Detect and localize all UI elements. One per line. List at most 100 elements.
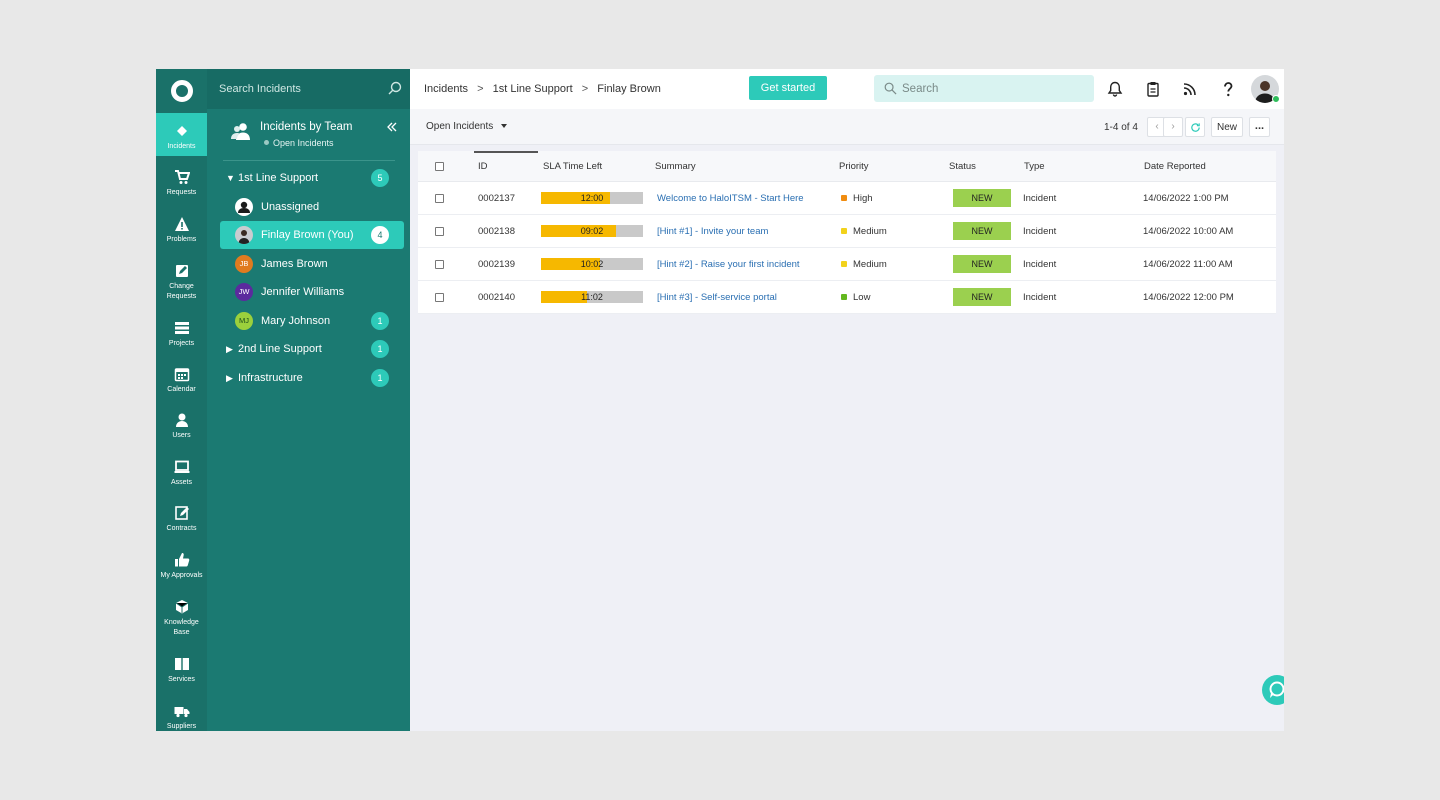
sla-time: 12:00 [580,193,604,203]
priority-cell: Medium [841,259,887,270]
rail-item-contracts[interactable]: Contracts [156,505,207,534]
incident-summary-link[interactable]: [Hint #1] - Invite your team [657,226,769,237]
breadcrumb-incidents[interactable]: Incidents [424,83,469,95]
initials-avatar: JW [235,283,253,301]
select-all-checkbox[interactable] [435,162,444,171]
count-badge: 1 [371,340,389,358]
rail-item-change-requests[interactable]: Change Requests [156,263,207,302]
rail-item-problems[interactable]: Problems [156,216,207,245]
rail-label: Projects [168,340,195,347]
collapse-panel-icon[interactable] [386,121,398,133]
sla-bar: 11:02 [541,291,643,303]
rail-item-services[interactable]: Services [156,656,207,685]
breadcrumb-finlay-brown[interactable]: Finlay Brown [597,83,661,95]
column-header-sla[interactable]: SLA Time Left [543,161,603,172]
tree-agent-jennifer-williams[interactable]: JW Jennifer Williams [220,278,404,306]
chat-icon [1269,681,1284,698]
main-content: Incidents > 1st Line Support > Finlay Br… [410,69,1284,731]
incident-summary-link[interactable]: [Hint #3] - Self-service portal [657,292,777,303]
view-selector[interactable]: Open Incidents [426,121,508,132]
tree-team-1st-line-support[interactable]: ▼ 1st Line Support 5 [220,164,404,192]
incident-summary-link[interactable]: [Hint #2] - Raise your first incident [657,259,800,270]
status-badge: NEW [953,288,1011,306]
rail-item-calendar[interactable]: Calendar [156,366,207,395]
incident-type: Incident [1023,226,1057,237]
search-icon [884,82,897,95]
get-started-button[interactable]: Get started [749,76,827,100]
rail-item-assets[interactable]: Assets [156,459,207,488]
tree-team-2nd-line-support[interactable]: ▶ 2nd Line Support 1 [220,335,404,363]
tree-team-infrastructure[interactable]: ▶ Infrastructure 1 [220,364,404,392]
user-avatar[interactable] [1251,75,1279,103]
column-header-status[interactable]: Status [949,161,976,172]
rail-item-my-approvals[interactable]: My Approvals [156,552,207,581]
sla-bar: 12:00 [541,192,643,204]
refresh-button[interactable] [1185,117,1205,137]
tree-agent-mary-johnson[interactable]: MJ Mary Johnson 1 [220,307,404,335]
new-incident-button[interactable]: New [1211,117,1243,137]
sla-bar-fill [541,291,587,303]
rail-label: Users [172,432,191,439]
view-selector-label: Open Incidents [426,121,494,132]
table-row[interactable]: 0002140 11:02 [Hint #3] - Self-service p… [418,281,1276,314]
team-panel-header: Incidents by Team Open Incidents [207,109,410,159]
row-checkbox[interactable] [435,194,444,203]
tree-agent-unassigned[interactable]: Unassigned [220,193,404,221]
more-options-button[interactable]: ... [1249,117,1270,137]
column-header-type[interactable]: Type [1024,161,1045,172]
search-icon[interactable] [388,81,402,95]
next-page-button[interactable]: › [1163,117,1183,137]
rss-feed-icon[interactable] [1182,81,1198,97]
table-row[interactable]: 0002138 09:02 [Hint #1] - Invite your te… [418,215,1276,248]
sla-time: 11:02 [581,292,603,302]
rail-item-projects[interactable]: Projects [156,320,207,349]
tree-agent-james-brown[interactable]: JB James Brown [220,250,404,278]
pagination-label: 1-4 of 4 [1104,122,1138,133]
rail-label: Services [168,676,195,683]
row-checkbox[interactable] [435,293,444,302]
tree-item-label: Unassigned [261,201,320,213]
tree-item-label: Mary Johnson [261,315,331,327]
column-header-date-reported[interactable]: Date Reported [1144,161,1206,172]
rail-label: Contracts [166,525,197,532]
rail-item-incidents[interactable]: Incidents [156,113,207,156]
edit-icon [175,265,188,277]
clipboard-icon[interactable] [1145,81,1161,97]
priority-cell: High [841,193,873,204]
sla-bar-fill [541,258,601,270]
rail-item-suppliers[interactable]: Suppliers [156,703,207,731]
bell-icon[interactable] [1107,81,1123,97]
column-header-priority[interactable]: Priority [839,161,869,172]
table-row[interactable]: 0002137 12:00 Welcome to HaloITSM - Star… [418,182,1276,215]
sla-bar: 10:02 [541,258,643,270]
column-header-summary[interactable]: Summary [655,161,696,172]
priority-label: Low [853,292,871,303]
row-checkbox[interactable] [435,260,444,269]
halo-logo[interactable] [156,69,207,113]
table-row[interactable]: 0002139 10:02 [Hint #2] - Raise your fir… [418,248,1276,281]
date-reported: 14/06/2022 10:00 AM [1143,226,1234,237]
breadcrumb-separator: > [581,83,589,95]
sla-bar-fill [541,192,611,204]
column-header-id[interactable]: ID [478,161,488,172]
rail-label: My Approvals [160,572,203,579]
help-icon[interactable] [1220,81,1236,97]
breadcrumb: Incidents > 1st Line Support > Finlay Br… [424,83,661,95]
date-reported: 14/06/2022 11:00 AM [1143,259,1233,270]
incident-summary-link[interactable]: Welcome to HaloITSM - Start Here [657,193,804,204]
logo-ring-icon [170,80,193,102]
global-search-input[interactable] [902,80,1087,98]
priority-label: Medium [853,259,887,270]
priority-cell: Low [841,292,870,303]
breadcrumb-1st-line-support[interactable]: 1st Line Support [492,83,573,95]
rail-item-knowledge-base[interactable]: Knowledge Base [156,599,207,638]
row-checkbox[interactable] [435,227,444,236]
rail-item-requests[interactable]: Requests [156,169,207,198]
incident-type: Incident [1023,292,1057,303]
incident-search-input[interactable] [219,80,379,98]
chat-support-button[interactable] [1262,675,1284,705]
status-badge: NEW [953,255,1011,273]
rail-item-users[interactable]: Users [156,412,207,441]
tree-agent-finlay-brown[interactable]: Finlay Brown (You) 4 [220,221,404,249]
incident-id: 0002137 [478,193,515,204]
